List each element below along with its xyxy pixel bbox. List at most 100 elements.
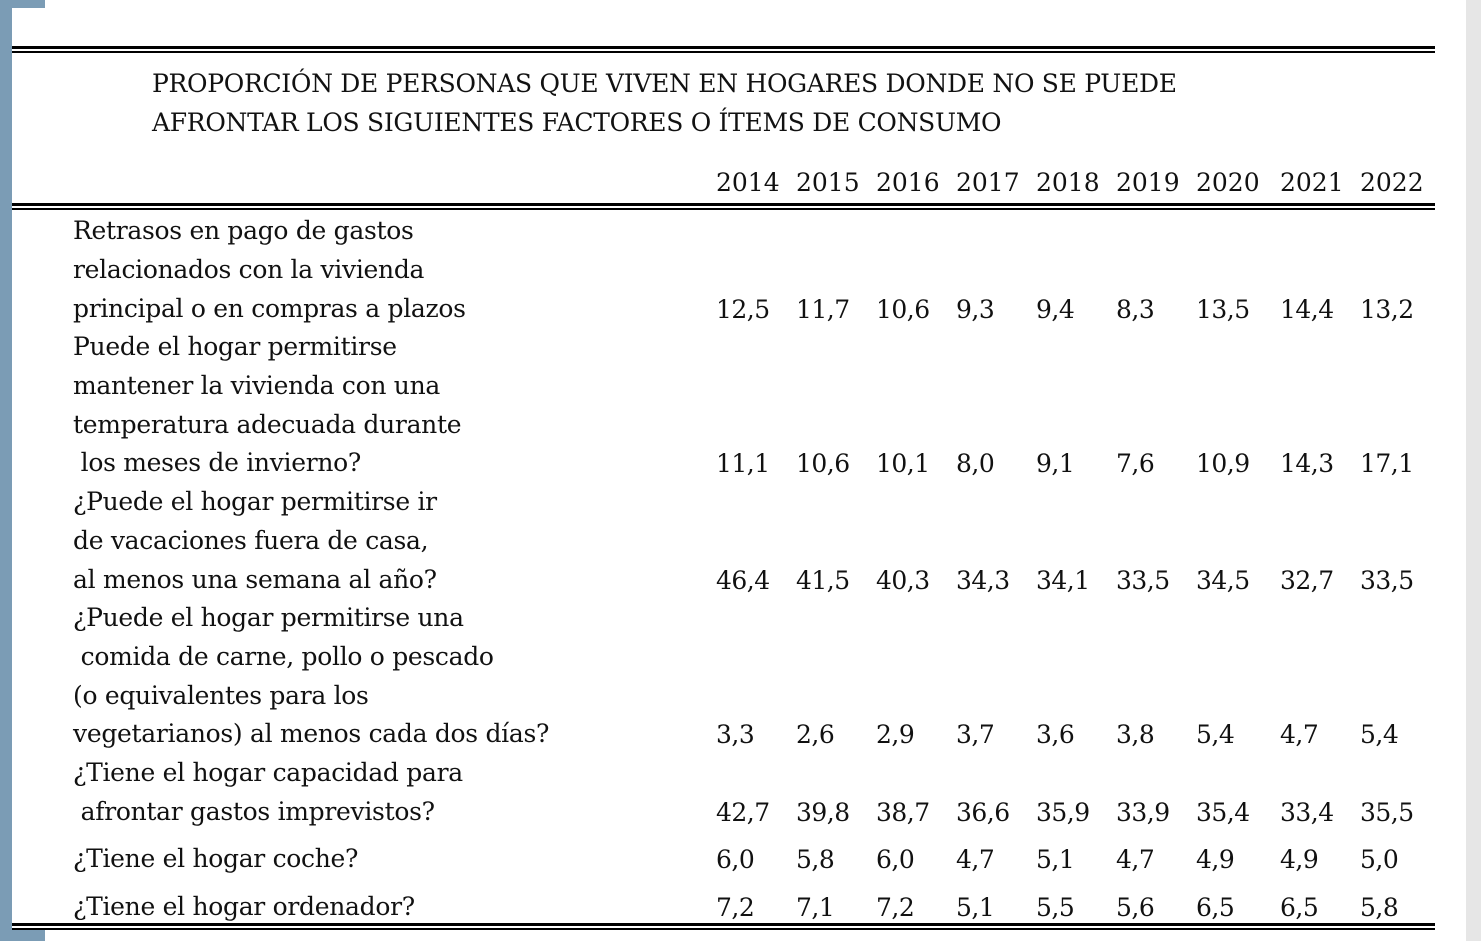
table-cell: 9,4 — [1036, 294, 1075, 324]
table-cell: 5,4 — [1196, 720, 1235, 750]
table-cell: 36,6 — [956, 797, 1010, 827]
row-label: Retrasos en pago de gastos relacionados c… — [73, 212, 466, 328]
table-cell: 4,7 — [1116, 845, 1155, 874]
table-cell: 6,0 — [876, 845, 915, 874]
row-label: ¿Tiene el hogar capacidad para afrontar … — [73, 754, 463, 832]
row-label-line: ¿Puede el hogar permitirse ir — [73, 487, 437, 516]
table-cell: 33,4 — [1280, 797, 1334, 827]
table-cell: 8,3 — [1116, 294, 1155, 324]
year-header: 2015 — [796, 168, 860, 197]
table-cell: 5,0 — [1360, 845, 1399, 874]
left-page-edge-bottom — [12, 929, 45, 941]
title-line-1: PROPORCIÓN DE PERSONAS QUE VIVEN EN HOGA… — [152, 69, 1177, 98]
table-cell: 11,1 — [716, 449, 770, 479]
table-cell: 7,2 — [876, 893, 915, 922]
table-cell: 41,5 — [796, 565, 850, 595]
row-label-line: comida de carne, pollo o pescado — [73, 641, 494, 671]
row-label-line: principal o en compras a plazos — [73, 293, 466, 323]
row-label-line: mantener la vivienda con una — [73, 370, 440, 400]
table-cell: 13,5 — [1196, 294, 1250, 324]
table-cell: 3,6 — [1036, 720, 1075, 750]
row-label-line: ¿Tiene el hogar ordenador? — [73, 892, 415, 921]
year-header: 2021 — [1280, 168, 1344, 197]
table-cell: 7,6 — [1116, 449, 1155, 479]
year-header: 2022 — [1360, 168, 1424, 197]
table-cell: 12,5 — [716, 294, 770, 324]
table-cell: 42,7 — [716, 797, 770, 827]
row-label: ¿Puede el hogar permitirse una comida de… — [73, 599, 549, 754]
scrollbar[interactable] — [1466, 0, 1481, 941]
row-label-line: Retrasos en pago de gastos — [73, 216, 414, 245]
row-label-line: ¿Puede el hogar permitirse una — [73, 603, 464, 632]
top-rule — [12, 46, 1435, 53]
table-cell: 9,1 — [1036, 449, 1075, 479]
table-cell: 8,0 — [956, 449, 995, 479]
row-label: ¿Puede el hogar permitirse ir de vacacion… — [73, 483, 437, 599]
table-cell: 33,9 — [1116, 797, 1170, 827]
row-label-line: Puede el hogar permitirse — [73, 332, 397, 361]
table-title: PROPORCIÓN DE PERSONAS QUE VIVEN EN HOGA… — [152, 64, 1177, 142]
row-label-line: ¿Tiene el hogar capacidad para — [73, 758, 463, 787]
row-label: ¿Tiene el hogar coche? — [73, 840, 358, 879]
row-label: ¿Tiene el hogar ordenador? — [73, 888, 415, 927]
table-cell: 2,9 — [876, 720, 915, 750]
table-cell: 10,6 — [796, 449, 850, 479]
table-cell: 6,0 — [716, 845, 755, 874]
table-cell: 5,6 — [1116, 893, 1155, 922]
row-label-line: al menos una semana al año? — [73, 564, 437, 594]
table-cell: 3,8 — [1116, 720, 1155, 750]
row-label: Puede el hogar permitirse mantener la viv… — [73, 328, 462, 483]
table-cell: 40,3 — [876, 565, 930, 595]
table-cell: 34,5 — [1196, 565, 1250, 595]
table-cell: 46,4 — [716, 565, 770, 595]
table-cell: 4,9 — [1196, 845, 1235, 874]
left-page-edge — [0, 0, 12, 941]
table-cell: 6,5 — [1280, 893, 1319, 922]
table-cell: 4,7 — [1280, 720, 1319, 750]
bottom-rule — [12, 923, 1435, 930]
row-label-line: relacionados con la vivienda — [73, 254, 425, 284]
table-cell: 34,3 — [956, 565, 1010, 595]
table-cell: 3,3 — [716, 720, 755, 750]
year-header: 2019 — [1116, 168, 1180, 197]
row-label-line: de vacaciones fuera de casa, — [73, 525, 429, 555]
table-cell: 5,8 — [796, 845, 835, 874]
table-cell: 13,2 — [1360, 294, 1414, 324]
left-page-edge-top — [12, 0, 45, 8]
table-cell: 10,6 — [876, 294, 930, 324]
title-line-2: AFRONTAR LOS SIGUIENTES FACTORES O ÍTEMS… — [152, 108, 1002, 137]
table-cell: 11,7 — [796, 294, 850, 324]
table-cell: 14,4 — [1280, 294, 1334, 324]
year-header: 2017 — [956, 168, 1020, 197]
row-label-line: vegetarianos) al menos cada dos días? — [73, 719, 550, 749]
table-cell: 5,4 — [1360, 720, 1399, 750]
header-rule — [12, 203, 1435, 210]
table-cell: 4,9 — [1280, 845, 1319, 874]
table-cell: 7,1 — [796, 893, 835, 922]
table-cell: 10,9 — [1196, 449, 1250, 479]
table-cell: 5,1 — [1036, 845, 1075, 874]
table-cell: 14,3 — [1280, 449, 1334, 479]
table-cell: 5,1 — [956, 893, 995, 922]
table-cell: 4,7 — [956, 845, 995, 874]
table-cell: 32,7 — [1280, 565, 1334, 595]
table-cell: 35,9 — [1036, 797, 1090, 827]
row-label-line: afrontar gastos imprevistos? — [73, 796, 435, 826]
row-label-line: los meses de invierno? — [73, 448, 362, 478]
table-cell: 38,7 — [876, 797, 930, 827]
year-header: 2016 — [876, 168, 940, 197]
table-cell: 10,1 — [876, 449, 930, 479]
table-cell: 5,8 — [1360, 893, 1399, 922]
table-cell: 17,1 — [1360, 449, 1414, 479]
row-label-line: ¿Tiene el hogar coche? — [73, 844, 359, 873]
table-cell: 6,5 — [1196, 893, 1235, 922]
table-cell: 3,7 — [956, 720, 995, 750]
table-cell: 2,6 — [796, 720, 835, 750]
row-label-line: temperatura adecuada durante — [73, 409, 462, 439]
row-label-line: (o equivalentes para los — [73, 680, 369, 710]
table-cell: 35,4 — [1196, 797, 1250, 827]
table-cell: 33,5 — [1116, 565, 1170, 595]
table-cell: 39,8 — [796, 797, 850, 827]
table-cell: 34,1 — [1036, 565, 1090, 595]
table-cell: 9,3 — [956, 294, 995, 324]
